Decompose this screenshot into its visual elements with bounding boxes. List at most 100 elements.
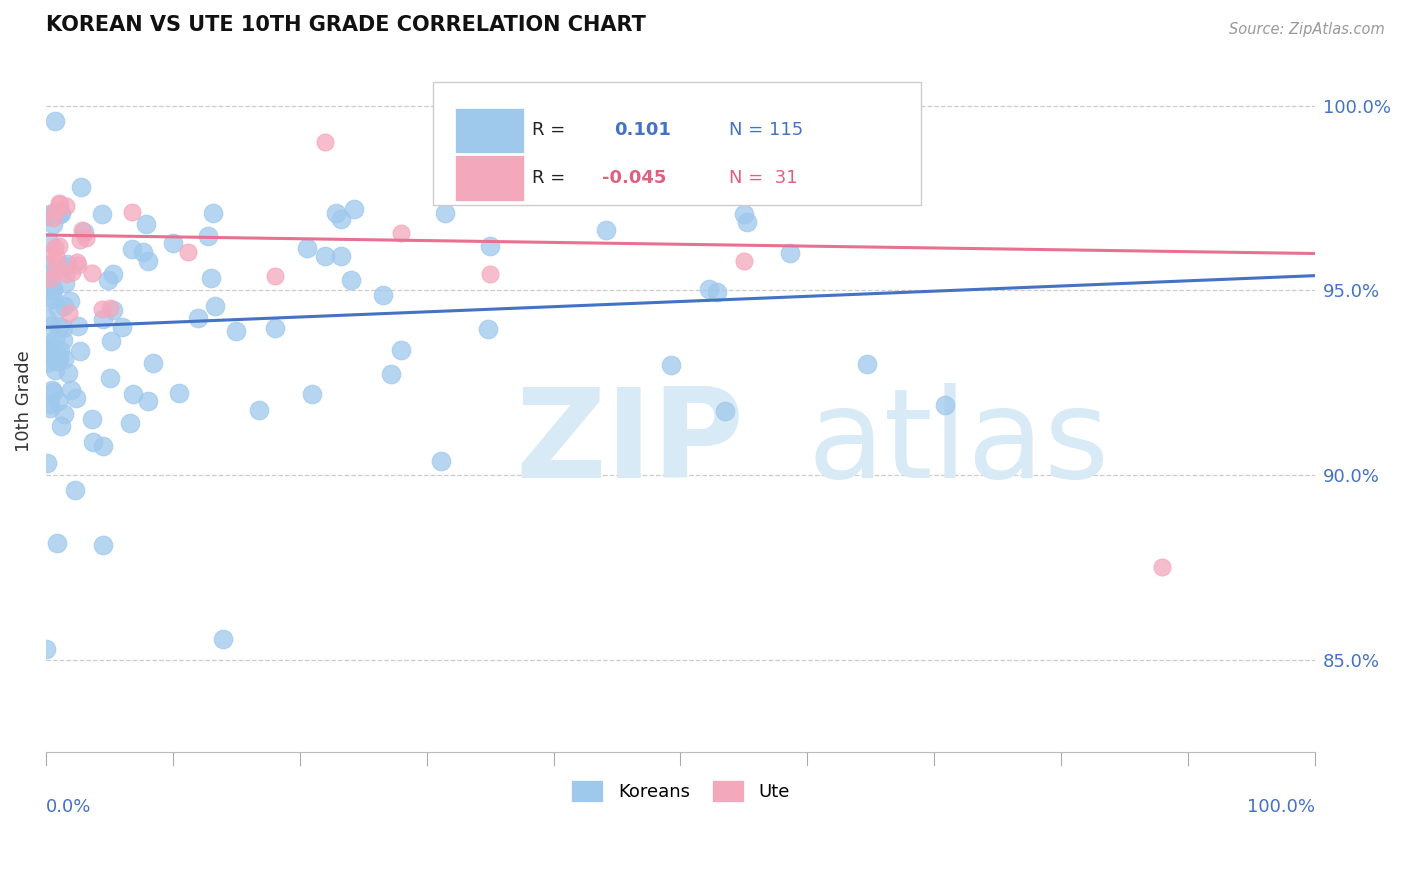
Point — [225, 324, 247, 338]
Point — [46, 302, 69, 317]
Point — [735, 215, 758, 229]
Point — [38, 401, 60, 415]
Point — [733, 253, 755, 268]
Text: Source: ZipAtlas.com: Source: ZipAtlas.com — [1229, 22, 1385, 37]
Text: -0.045: -0.045 — [602, 169, 666, 187]
Point — [48, 239, 70, 253]
Text: KOREAN VS UTE 10TH GRADE CORRELATION CHART: KOREAN VS UTE 10TH GRADE CORRELATION CHA… — [46, 15, 647, 35]
Point — [93, 439, 115, 453]
FancyBboxPatch shape — [454, 108, 524, 153]
Point — [49, 343, 72, 358]
Text: N = 115: N = 115 — [728, 121, 803, 139]
Point — [55, 267, 77, 281]
Point — [136, 394, 159, 409]
Point — [39, 341, 62, 355]
Point — [39, 207, 62, 221]
Point — [69, 344, 91, 359]
Point — [389, 343, 412, 357]
Point — [41, 349, 63, 363]
Point — [97, 273, 120, 287]
Point — [51, 205, 73, 219]
Point — [38, 293, 60, 307]
Point — [65, 391, 87, 405]
Point — [45, 264, 67, 278]
Point — [52, 259, 75, 273]
Point — [121, 242, 143, 256]
Point — [42, 211, 65, 226]
Point — [595, 223, 617, 237]
Point — [42, 292, 65, 306]
Point — [91, 311, 114, 326]
Point — [479, 267, 502, 281]
Point — [42, 217, 65, 231]
Point — [70, 180, 93, 194]
Point — [42, 283, 65, 297]
Point — [98, 301, 121, 315]
Point — [52, 333, 75, 347]
Text: R =: R = — [531, 121, 565, 139]
Point — [201, 206, 224, 220]
Point — [60, 384, 83, 398]
Point — [35, 209, 58, 223]
Point — [55, 199, 77, 213]
Point — [49, 197, 72, 211]
Point — [343, 202, 366, 217]
Point — [46, 394, 69, 409]
Point — [1152, 560, 1174, 574]
Point — [697, 281, 720, 295]
Point — [132, 245, 155, 260]
Point — [325, 205, 347, 219]
Point — [37, 268, 59, 282]
Point — [48, 351, 70, 366]
Point — [35, 456, 58, 470]
Point — [45, 249, 67, 263]
Point — [659, 358, 682, 372]
FancyBboxPatch shape — [433, 82, 921, 205]
Point — [82, 266, 104, 280]
Point — [142, 356, 165, 370]
Point — [373, 288, 395, 302]
Point — [53, 351, 76, 366]
Point — [167, 386, 190, 401]
Point — [38, 247, 60, 261]
Point — [389, 226, 412, 240]
Point — [52, 321, 75, 335]
Point — [200, 271, 222, 285]
Point — [111, 320, 134, 334]
Point — [39, 397, 62, 411]
Point — [42, 281, 65, 295]
Point — [73, 225, 96, 239]
Point — [38, 235, 60, 250]
Point — [35, 642, 58, 657]
Point — [48, 196, 70, 211]
Text: atlas: atlas — [807, 383, 1109, 504]
Point — [714, 404, 737, 418]
Y-axis label: 10th Grade: 10th Grade — [15, 351, 32, 452]
Point — [340, 273, 363, 287]
Text: 100.0%: 100.0% — [1247, 797, 1315, 815]
Point — [38, 319, 60, 334]
Point — [70, 223, 93, 237]
Point — [35, 258, 58, 272]
Point — [37, 279, 59, 293]
Point — [69, 233, 91, 247]
Point — [44, 350, 66, 364]
Point — [41, 383, 63, 397]
Point — [329, 211, 352, 226]
Point — [44, 240, 66, 254]
Point — [177, 244, 200, 259]
Point — [934, 398, 956, 412]
Point — [44, 334, 66, 348]
Point — [98, 371, 121, 385]
Point — [49, 206, 72, 220]
Point — [38, 343, 60, 358]
Point — [314, 136, 336, 150]
Text: N =  31: N = 31 — [728, 169, 797, 187]
Point — [212, 632, 235, 647]
Point — [49, 207, 72, 221]
Point — [56, 257, 79, 271]
Point — [91, 207, 114, 221]
Point — [60, 264, 83, 278]
Point — [42, 385, 65, 400]
Point — [46, 535, 69, 549]
